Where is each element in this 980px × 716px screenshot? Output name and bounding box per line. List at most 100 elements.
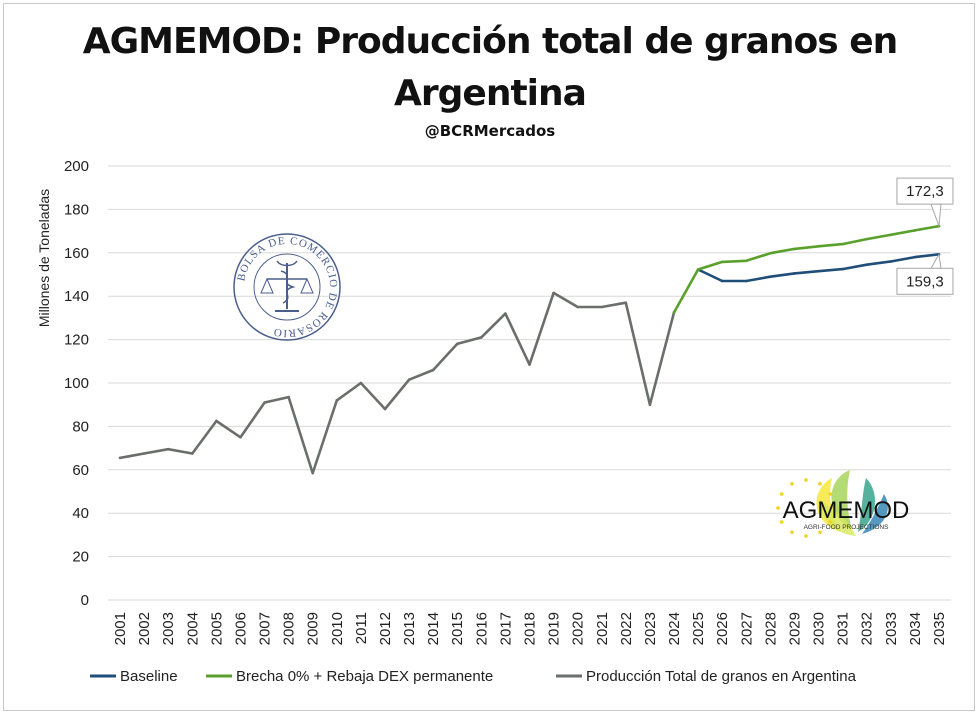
- data-point: [624, 301, 628, 305]
- x-tick-label: 2007: [257, 612, 274, 645]
- x-tick-label: 2022: [618, 612, 635, 645]
- data-point: [263, 401, 266, 404]
- data-point: [744, 259, 748, 263]
- chart-frame: [3, 3, 975, 711]
- eu-star: [828, 520, 833, 524]
- x-tick-label: 2004: [184, 612, 201, 645]
- x-tick-label: 2019: [546, 612, 563, 645]
- y-tick-label: 200: [64, 158, 89, 175]
- data-callouts: 172,3 159,3: [896, 177, 954, 295]
- data-point: [865, 237, 868, 241]
- data-point: [865, 263, 868, 267]
- x-tick-label: 2018: [522, 612, 539, 645]
- chart-title-line-2: Argentina: [394, 73, 587, 114]
- gridlines: [108, 165, 951, 601]
- data-point: [407, 378, 411, 382]
- data-point: [913, 255, 917, 259]
- agmemod-logo-name: AGMEMOD: [783, 497, 910, 524]
- series-lines: [118, 224, 941, 475]
- data-point: [841, 267, 844, 271]
- chart-title-line-1: AGMEMOD: Producción total de granos en: [82, 21, 898, 62]
- callout-box: [896, 267, 954, 295]
- x-axis-ticks: 2001 2002 2003 2004 2005 2006 2007 2008 2009 2010…: [112, 612, 948, 645]
- data-point: [166, 447, 170, 451]
- eu-star: [790, 481, 794, 486]
- data-point: [528, 363, 531, 366]
- x-tick-label: 2035: [931, 612, 948, 645]
- data-point: [215, 419, 218, 423]
- x-tick-label: 2013: [401, 612, 418, 645]
- x-tick-label: 2028: [762, 612, 779, 645]
- x-tick-label: 2017: [497, 612, 514, 645]
- data-point: [889, 233, 893, 237]
- y-axis-label: Millones de Toneladas: [36, 189, 52, 327]
- data-point: [817, 244, 820, 248]
- x-tick-label: 2012: [377, 612, 394, 645]
- data-point: [191, 452, 194, 455]
- x-tick-label: 2014: [425, 612, 442, 645]
- data-point: [552, 291, 555, 295]
- y-tick-label: 120: [64, 332, 89, 349]
- x-tick-label: 2016: [473, 612, 490, 645]
- eu-star: [818, 530, 822, 535]
- x-tick-label: 2027: [738, 612, 755, 645]
- data-point: [696, 268, 700, 271]
- legend: Baseline Brecha 0% + Rebaja DEX permanent…: [90, 668, 857, 685]
- eu-star: [832, 506, 836, 510]
- series-line-3: [118, 291, 676, 475]
- legend-label: Producción Total de granos en Argentina: [586, 668, 857, 685]
- x-tick-label: 2009: [305, 612, 322, 645]
- x-tick-label: 2023: [642, 612, 659, 645]
- x-tick-label: 2002: [136, 612, 153, 645]
- callout-label: 159,3: [906, 273, 944, 290]
- x-tick-label: 2005: [208, 612, 225, 645]
- x-tick-label: 2001: [112, 612, 129, 645]
- eu-star: [776, 506, 780, 510]
- data-point: [142, 452, 146, 455]
- x-tick-label: 2033: [883, 612, 900, 645]
- y-tick-label: 20: [72, 549, 89, 566]
- data-point: [793, 272, 796, 275]
- data-point: [720, 279, 724, 283]
- callout-pointer: [930, 203, 942, 227]
- x-tick-label: 2011: [353, 612, 370, 644]
- data-point: [817, 269, 820, 273]
- data-point: [359, 381, 363, 385]
- eu-star: [818, 481, 822, 486]
- data-point: [431, 368, 435, 372]
- data-point: [672, 311, 676, 314]
- chart-subtitle: @BCRMercados: [424, 122, 556, 140]
- x-tick-label: 2034: [907, 612, 924, 645]
- y-tick-label: 80: [72, 418, 89, 435]
- x-tick-label: 2006: [232, 612, 249, 645]
- x-tick-label: 2032: [859, 612, 876, 645]
- agmemod-logo-tagline: AGRI-FOOD PROJECTIONS: [804, 524, 890, 531]
- y-tick-label: 180: [64, 201, 89, 218]
- y-tick-label: 40: [72, 505, 89, 522]
- x-tick-label: 2031: [835, 612, 852, 645]
- x-tick-label: 2010: [329, 612, 346, 645]
- data-point: [720, 260, 724, 264]
- callout-pointer: [930, 252, 942, 269]
- y-tick-label: 100: [64, 375, 89, 392]
- legend-label: Brecha 0% + Rebaja DEX permanente: [236, 668, 493, 685]
- x-tick-label: 2003: [160, 612, 177, 645]
- y-tick-label: 0: [81, 592, 89, 609]
- series-line-2: [672, 224, 941, 314]
- y-tick-label: 60: [72, 462, 89, 479]
- data-point: [769, 275, 772, 278]
- y-axis-ticks: 0 20 40 60 80 100 120 140 160 180 200: [64, 158, 89, 609]
- x-tick-label: 2021: [594, 612, 611, 645]
- eu-star: [804, 478, 808, 482]
- y-tick-label: 160: [64, 245, 89, 262]
- legend-label: Baseline: [120, 668, 178, 685]
- data-point: [769, 251, 772, 255]
- x-tick-label: 2029: [786, 612, 803, 645]
- data-point: [287, 395, 290, 399]
- eu-star: [828, 492, 833, 496]
- eu-star: [779, 492, 784, 496]
- data-point: [480, 336, 483, 339]
- eu-star: [779, 520, 784, 524]
- data-point: [889, 260, 893, 263]
- x-tick-label: 2020: [570, 612, 587, 645]
